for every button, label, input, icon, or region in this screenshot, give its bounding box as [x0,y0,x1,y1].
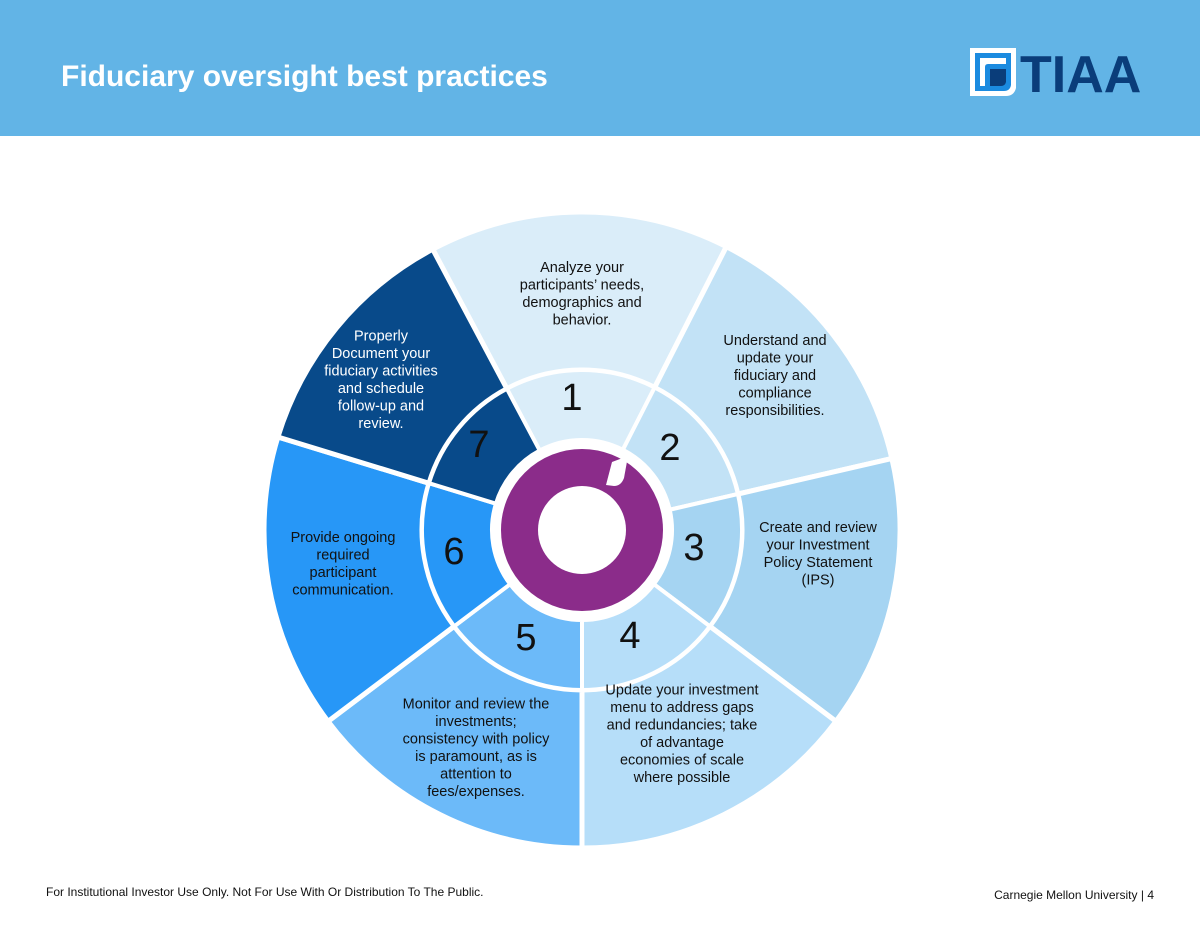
step-7-description-line: fiduciary activities [324,363,438,379]
step-4-description-line: menu to address gaps [610,700,753,716]
step-6-description-line: communication. [292,582,394,598]
step-6-description-line: participant [310,565,377,581]
step-4-description-line: Update your investment [605,682,758,698]
step-number-3: 3 [683,527,704,569]
step-4-description-line: economies of scale [620,752,744,768]
step-number-7: 7 [468,424,489,466]
step-1-description-line: participants’ needs, [520,277,644,293]
step-2-description-line: responsibilities. [725,403,824,419]
step-1-description-line: demographics and [522,295,641,311]
footer-page-info: Carnegie Mellon University | 4 [994,888,1154,902]
step-7-description-line: Properly [354,328,409,344]
step-3-description-line: your Investment [766,537,869,553]
step-3-description-line: (IPS) [801,572,834,588]
footer-page-number: 4 [1147,888,1154,902]
step-5-description-line: Monitor and review the [403,696,550,712]
step-7-description-line: follow-up and [338,398,424,414]
step-7-description-line: review. [358,416,403,432]
step-4-description-line: and redundancies; take [607,717,758,733]
footer-organization: Carnegie Mellon University [994,888,1137,902]
step-7-description-line: Document your [332,346,430,362]
footer-disclaimer: For Institutional Investor Use Only. Not… [46,885,484,899]
fiduciary-cycle-wheel: 1 Analyze your participants’ needs, demogra… [0,0,1200,927]
step-2-description-line: compliance [738,386,811,402]
step-4-description-line: where possible [633,770,731,786]
step-1-description-line: Analyze your [540,260,624,276]
step-number-5: 5 [515,617,536,659]
step-number-2: 2 [659,427,680,469]
step-2-description-line: Understand and [723,333,826,349]
step-1-description-line: behavior. [553,312,612,328]
step-number-1: 1 [561,377,582,419]
step-4-description-line: of advantage [640,735,724,751]
step-5-description-line: consistency with policy [403,731,550,747]
step-number-4: 4 [619,615,640,657]
step-2-description-line: fiduciary and [734,368,816,384]
step-2-description: Understand and update your fiduciary and co… [723,333,826,419]
step-5-description-line: attention to [440,766,512,782]
step-6-description-line: required [316,547,369,563]
step-3-description-line: Create and review [759,520,877,536]
step-3-description-line: Policy Statement [764,555,873,571]
center-cycle-graphic [521,456,643,591]
step-5-description-line: is paramount, as is [415,749,537,765]
step-5-description-line: investments; [435,714,516,730]
step-2-description-line: update your [737,351,814,367]
step-6-description-line: Provide ongoing [291,530,396,546]
footer-separator: | [1141,888,1144,902]
step-7-description-line: and schedule [338,381,424,397]
step-5-description-line: fees/expenses. [427,784,525,800]
step-number-6: 6 [443,531,464,573]
